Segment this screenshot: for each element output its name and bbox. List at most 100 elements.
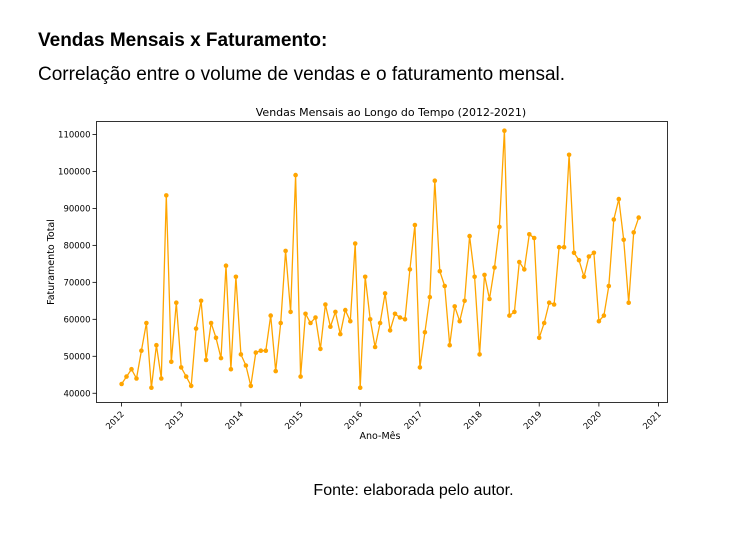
x-tick-label: 2015	[283, 410, 305, 432]
data-point	[432, 178, 438, 183]
data-point	[561, 244, 567, 250]
y-tick-label: 100000	[58, 167, 90, 177]
data-point	[606, 283, 612, 289]
page-heading: Vendas Mensais x Faturamento:	[38, 30, 328, 51]
data-point	[124, 374, 129, 379]
data-point	[248, 383, 254, 389]
data-point	[362, 274, 368, 280]
data-point	[323, 302, 328, 307]
data-point	[258, 348, 264, 354]
data-point	[522, 267, 527, 272]
data-point	[442, 283, 448, 289]
data-point	[472, 274, 477, 280]
data-point	[377, 320, 383, 326]
data-point	[298, 374, 303, 379]
y-tick-label: 80000	[63, 241, 90, 251]
data-point	[333, 309, 338, 315]
x-tick-label: 2019	[522, 410, 544, 432]
y-axis: 40000 50000 60000 70000 80000 90000 100000 1100…	[58, 130, 97, 399]
data-point	[367, 317, 373, 322]
data-point	[527, 232, 532, 237]
data-point	[596, 318, 602, 324]
data-point	[174, 300, 179, 306]
data-point	[139, 348, 144, 354]
data-point	[208, 320, 214, 326]
data-point	[149, 385, 154, 391]
x-tick-label: 2018	[462, 410, 484, 432]
data-point	[263, 348, 269, 354]
data-point	[417, 365, 423, 370]
x-tick-label: 2020	[582, 410, 604, 432]
data-point	[218, 355, 224, 361]
data-point	[268, 313, 274, 318]
data-point	[487, 296, 492, 302]
data-point	[144, 320, 149, 326]
x-tick-label: 2016	[343, 410, 365, 432]
data-point	[566, 152, 572, 158]
data-point	[611, 217, 617, 222]
data-point	[303, 311, 308, 317]
series-points	[119, 128, 641, 391]
data-point	[253, 350, 259, 355]
data-point	[372, 344, 378, 350]
data-point	[357, 385, 363, 391]
y-axis-label: Faturamento Total	[46, 219, 57, 305]
data-point	[626, 300, 631, 306]
data-point	[581, 274, 587, 280]
data-point	[328, 324, 333, 330]
y-tick-label: 50000	[63, 352, 90, 362]
data-point	[576, 257, 582, 263]
data-point	[631, 230, 636, 235]
data-point	[288, 309, 293, 315]
data-point	[228, 366, 234, 372]
data-point	[531, 235, 537, 241]
data-point	[188, 383, 194, 389]
x-axis-label: Ano-Mês	[360, 431, 401, 442]
y-tick-label: 40000	[63, 389, 90, 399]
data-point	[512, 309, 517, 315]
data-point	[482, 272, 487, 278]
data-point	[273, 368, 279, 374]
data-point	[338, 331, 343, 337]
data-point	[397, 315, 403, 320]
data-point	[477, 352, 482, 357]
y-tick-label: 70000	[63, 278, 90, 288]
data-point	[462, 298, 467, 304]
data-point	[402, 317, 408, 322]
data-point	[183, 374, 189, 379]
data-point	[427, 294, 433, 300]
data-point	[293, 172, 298, 178]
data-point	[636, 215, 641, 220]
data-point	[318, 346, 323, 352]
y-tick-label: 90000	[63, 204, 90, 214]
data-point	[243, 363, 249, 368]
y-tick-label: 110000	[58, 130, 90, 140]
data-point	[586, 254, 592, 259]
data-point	[159, 376, 164, 381]
data-point	[164, 193, 169, 198]
data-point	[591, 250, 597, 256]
data-point	[382, 291, 388, 296]
data-point	[283, 248, 288, 254]
data-point	[412, 222, 418, 228]
data-point	[467, 233, 472, 239]
data-point	[452, 304, 458, 309]
data-point	[119, 381, 124, 387]
data-point	[407, 267, 413, 272]
data-point	[308, 320, 313, 326]
data-point	[517, 259, 522, 265]
data-point	[437, 268, 443, 274]
data-point	[387, 328, 393, 333]
data-point	[278, 320, 284, 326]
data-point	[616, 196, 622, 202]
data-point	[457, 318, 463, 324]
data-point	[223, 263, 229, 269]
x-tick-label: 2017	[403, 410, 425, 432]
data-point	[497, 224, 502, 230]
data-point	[129, 366, 134, 372]
data-point	[154, 342, 159, 348]
data-point	[178, 365, 184, 370]
data-point	[134, 376, 139, 381]
data-point	[551, 302, 557, 307]
x-tick-label: 2013	[164, 410, 186, 432]
